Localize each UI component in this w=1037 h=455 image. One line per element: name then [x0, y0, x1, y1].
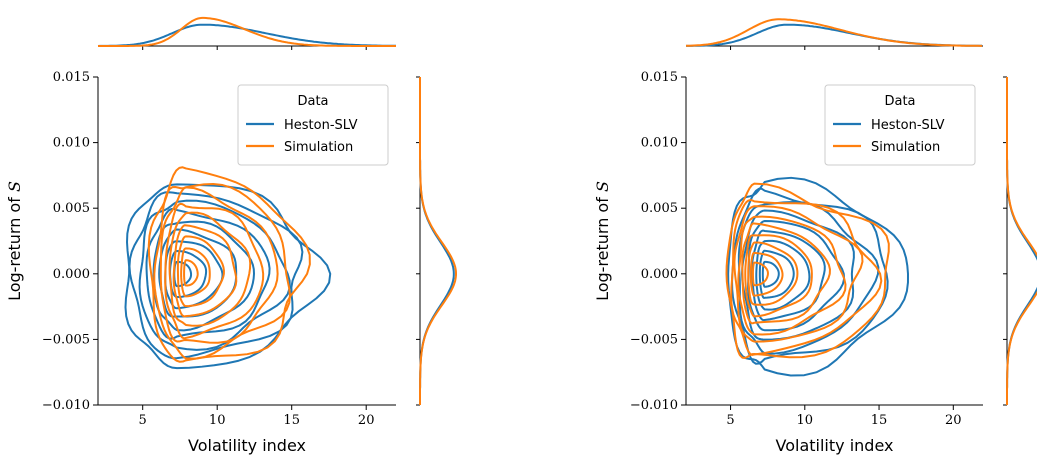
- contour-line: [164, 202, 265, 340]
- y-tick-label: 0.010: [641, 136, 678, 151]
- x-tick-label: 15: [871, 413, 888, 428]
- x-axis-label: Volatility index: [776, 436, 894, 455]
- y-tick-label: 0.005: [53, 201, 90, 216]
- legend: Data Heston-SLV Simulation: [824, 84, 976, 166]
- y-axis-label: Log-return of S: [593, 181, 612, 301]
- contour-line: [172, 224, 238, 318]
- y-tick-label: 0.000: [53, 267, 90, 282]
- contour-line: [158, 228, 238, 318]
- legend-title: Data: [884, 94, 915, 109]
- x-axis-label: Volatility index: [188, 436, 306, 455]
- x-tick-label: 20: [945, 413, 962, 428]
- contour-line: [168, 211, 252, 327]
- contour-line: [145, 207, 271, 340]
- contour-line: [180, 247, 211, 298]
- legend-title: Data: [297, 94, 328, 109]
- y-tick-label: 0.010: [53, 136, 90, 151]
- contour-line: [153, 182, 291, 360]
- contour-set-simulation: [147, 166, 311, 363]
- contour-line: [751, 261, 769, 287]
- x-tick-label: 10: [209, 413, 226, 428]
- contour-line: [744, 234, 813, 318]
- contour-line: [737, 215, 847, 336]
- contour-line: [147, 166, 311, 363]
- y-axis-label: Log-return of S: [5, 181, 24, 301]
- right-marginal-density-simulation: [419, 77, 457, 405]
- contour-set-simulation: [725, 182, 890, 359]
- legend-box: [824, 84, 976, 166]
- top-marginal-density-simulation: [685, 18, 982, 47]
- legend-entry: Heston-SLV: [284, 118, 358, 133]
- y-tick-label: −0.010: [42, 398, 90, 413]
- contour-line: [730, 199, 883, 356]
- chart-panel-2: 5 10 15 20 0.015 0.010 0.005 0.000 −0.005 −0.010 V…: [593, 18, 1037, 455]
- contour-line: [173, 260, 193, 288]
- contour-line: [183, 259, 199, 287]
- legend-entry: Simulation: [284, 140, 353, 155]
- chart-panel-1: 5 10 15 20 0.015 0.010 0.005 0.000 −0.005 −0.010 V…: [5, 16, 457, 455]
- y-tick-label: 0.005: [641, 201, 678, 216]
- contour-line: [741, 222, 831, 325]
- contour-line: [747, 241, 799, 306]
- right-marginal-density-heston: [419, 77, 455, 405]
- contour-line: [138, 199, 291, 351]
- contour-line: [733, 205, 864, 343]
- contour-line: [725, 182, 890, 359]
- x-tick-label: 10: [797, 413, 814, 428]
- y-tick-label: −0.010: [630, 398, 678, 413]
- x-tick-label: 15: [283, 413, 300, 428]
- contour-line: [758, 249, 795, 299]
- legend-entry: Simulation: [871, 140, 940, 155]
- right-marginal-density-simulation: [1006, 77, 1037, 405]
- contour-line: [755, 239, 811, 311]
- legend-box: [237, 84, 389, 166]
- x-tick-label: 5: [726, 413, 734, 428]
- top-marginal-density-heston: [97, 23, 396, 47]
- contour-line: [176, 235, 225, 308]
- y-tick-label: 0.015: [641, 70, 678, 85]
- right-marginal-density-heston: [1006, 77, 1037, 405]
- y-tick-label: −0.005: [630, 332, 678, 347]
- y-tick-label: 0.015: [53, 70, 90, 85]
- legend: Data Heston-SLV Simulation: [237, 84, 389, 166]
- contour-line: [727, 176, 909, 377]
- x-tick-label: 5: [139, 413, 147, 428]
- y-tick-label: −0.005: [42, 332, 90, 347]
- x-tick-label: 20: [358, 413, 375, 428]
- legend-entry: Heston-SLV: [871, 118, 945, 133]
- top-marginal-density-simulation: [98, 16, 396, 47]
- contour-line: [749, 251, 784, 297]
- y-tick-label: 0.000: [641, 267, 678, 282]
- contour-line: [761, 260, 780, 288]
